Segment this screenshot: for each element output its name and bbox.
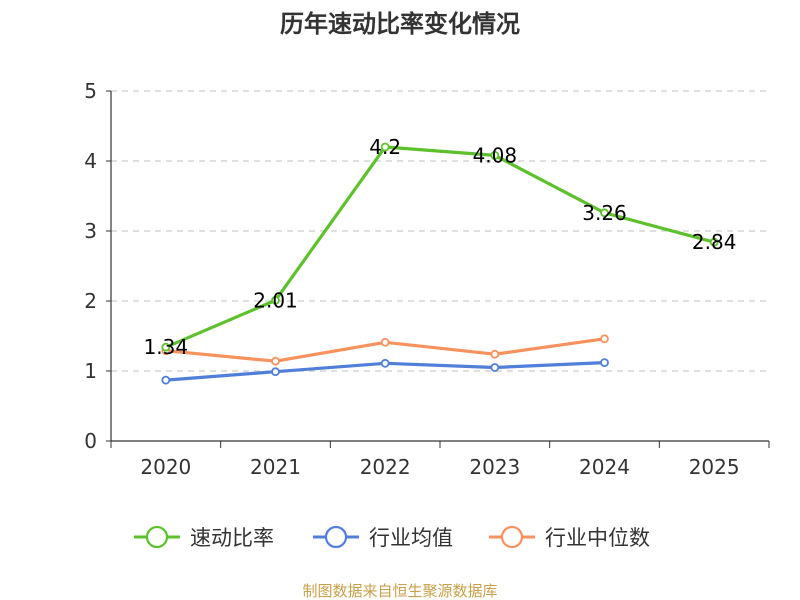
data-point[interactable] <box>161 375 171 385</box>
data-point[interactable] <box>161 342 171 352</box>
data-label: 4.2 <box>369 135 401 159</box>
data-point[interactable] <box>490 363 500 372</box>
axes: 0 1 2 3 4 5 2020 2021 2022 2023 2024 2025 <box>84 79 770 479</box>
legend-item-0[interactable]: 速动比率 <box>134 525 274 550</box>
y-tick-label: 3 <box>84 219 97 243</box>
y-tick-label: 5 <box>84 79 97 103</box>
data-point[interactable] <box>380 358 390 368</box>
data-point[interactable] <box>490 150 500 160</box>
data-point[interactable] <box>709 237 719 247</box>
data-label: 3.26 <box>582 201 627 225</box>
data-label: 4.08 <box>473 143 518 167</box>
y-tick-label: 4 <box>84 149 97 173</box>
legend-marker <box>145 525 169 549</box>
x-tick-label: 2025 <box>689 455 740 479</box>
source-note: 制图数据来自恒生聚源数据库 <box>302 582 497 600</box>
x-tick-label: 2020 <box>140 455 191 479</box>
data-point[interactable] <box>271 356 280 366</box>
data-point[interactable] <box>271 367 280 377</box>
data-labels: 1.34 2.01 4.2 4.08 3.26 2.84 <box>144 135 737 359</box>
y-tick-label: 0 <box>84 429 97 453</box>
legend-label: 行业均值 <box>369 526 453 550</box>
data-point[interactable] <box>380 142 390 152</box>
legend-marker <box>324 525 348 549</box>
y-tick-label: 2 <box>84 289 97 313</box>
legend-marker <box>500 525 524 549</box>
x-tick-label: 2024 <box>579 455 630 479</box>
legend-item-2[interactable]: 行业中位数 <box>489 525 650 550</box>
legend-label: 速动比率 <box>190 526 274 550</box>
data-point[interactable] <box>380 337 390 347</box>
data-label: 1.34 <box>144 335 189 359</box>
series-line-0 <box>165 145 715 349</box>
y-tick-label: 1 <box>84 359 97 383</box>
data-label: 2.01 <box>253 288 298 312</box>
x-tick-label: 2022 <box>360 455 411 479</box>
data-point[interactable] <box>600 208 609 218</box>
data-point[interactable] <box>600 358 609 368</box>
data-label: 2.84 <box>692 230 737 254</box>
data-point[interactable] <box>490 349 500 359</box>
x-tick-label: 2023 <box>469 455 520 479</box>
series-layer <box>161 142 719 385</box>
x-tick-label: 2021 <box>250 455 301 479</box>
legend-label: 行业中位数 <box>545 526 650 550</box>
data-point[interactable] <box>271 295 280 305</box>
chart-title: 历年速动比率变化情况 <box>280 10 520 38</box>
data-point[interactable] <box>600 334 609 344</box>
legend-item-1[interactable]: 行业均值 <box>313 525 453 550</box>
legend[interactable]: 速动比率 行业均值 行业中位数 <box>134 525 650 550</box>
